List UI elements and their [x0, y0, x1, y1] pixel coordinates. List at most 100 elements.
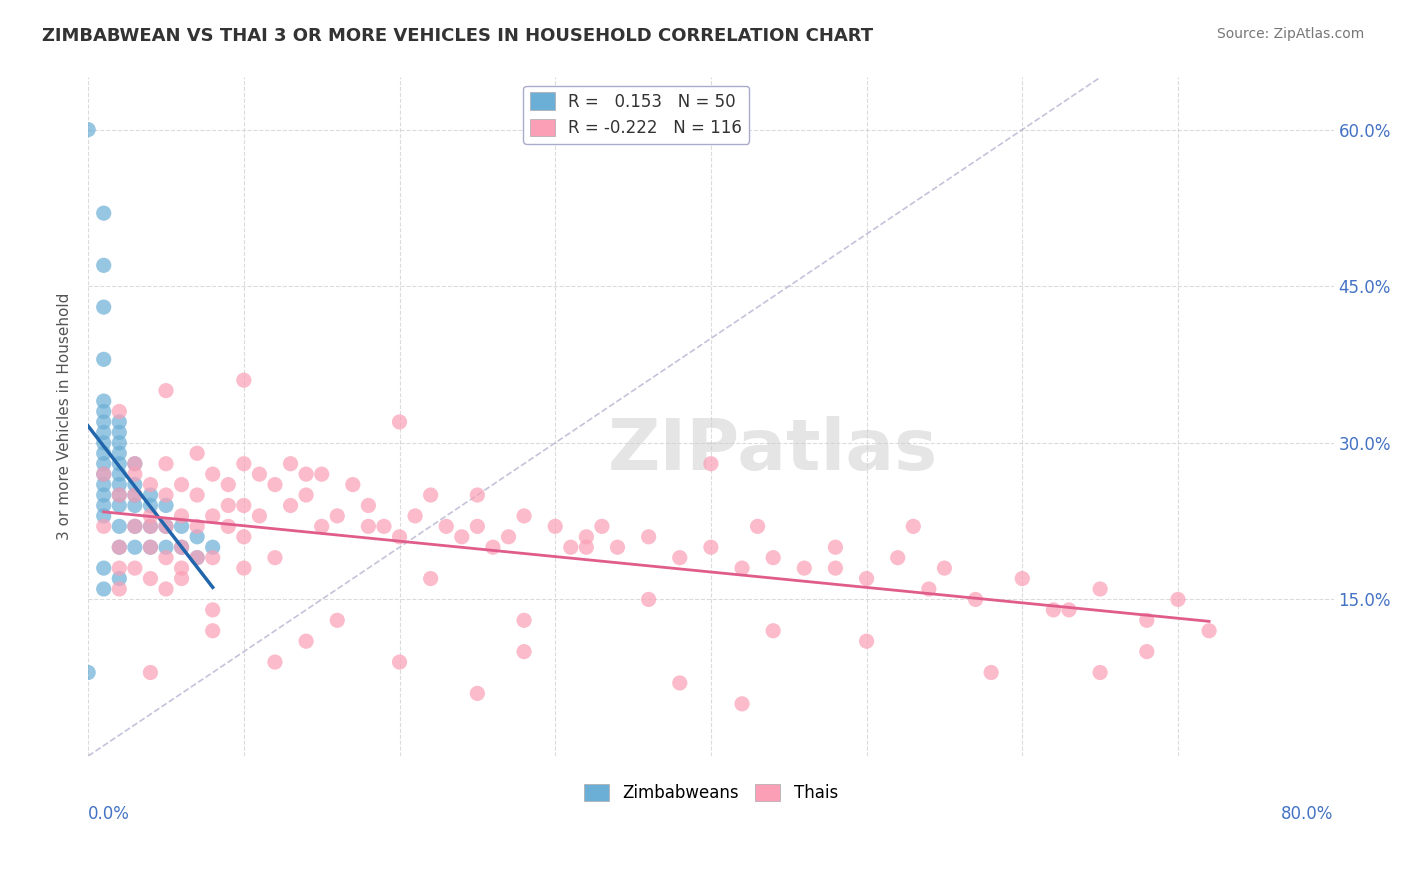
Point	[1088, 582, 1111, 596]
Point	[186, 530, 208, 544]
Point	[155, 550, 177, 565]
Point	[93, 499, 115, 513]
Point	[93, 457, 115, 471]
Point	[311, 467, 333, 482]
Point	[124, 519, 146, 533]
Point	[170, 540, 193, 554]
Point	[762, 624, 785, 638]
Point	[232, 457, 254, 471]
Text: 0.0%: 0.0%	[89, 805, 129, 823]
Point	[980, 665, 1002, 680]
Point	[232, 373, 254, 387]
Point	[232, 561, 254, 575]
Point	[264, 655, 287, 669]
Point	[93, 404, 115, 418]
Point	[513, 613, 536, 627]
Point	[824, 561, 846, 575]
Point	[124, 457, 146, 471]
Point	[77, 665, 100, 680]
Point	[280, 499, 302, 513]
Point	[934, 561, 956, 575]
Point	[918, 582, 941, 596]
Point	[93, 206, 115, 220]
Point	[606, 540, 628, 554]
Point	[373, 519, 395, 533]
Point	[201, 550, 224, 565]
Point	[326, 613, 349, 627]
Point	[139, 499, 162, 513]
Point	[731, 697, 754, 711]
Point	[139, 519, 162, 533]
Point	[560, 540, 582, 554]
Point	[280, 457, 302, 471]
Point	[124, 477, 146, 491]
Point	[965, 592, 987, 607]
Point	[326, 508, 349, 523]
Point	[108, 477, 131, 491]
Point	[108, 425, 131, 440]
Point	[1088, 665, 1111, 680]
Point	[793, 561, 815, 575]
Point	[93, 488, 115, 502]
Point	[295, 488, 318, 502]
Point	[186, 550, 208, 565]
Point	[419, 488, 441, 502]
Point	[295, 467, 318, 482]
Point	[434, 519, 457, 533]
Point	[1042, 603, 1064, 617]
Text: Source: ZipAtlas.com: Source: ZipAtlas.com	[1216, 27, 1364, 41]
Point	[201, 467, 224, 482]
Point	[139, 508, 162, 523]
Point	[155, 582, 177, 596]
Point	[747, 519, 769, 533]
Point	[93, 394, 115, 409]
Point	[155, 519, 177, 533]
Point	[108, 540, 131, 554]
Point	[467, 488, 489, 502]
Point	[108, 561, 131, 575]
Point	[1011, 572, 1033, 586]
Point	[1136, 645, 1159, 659]
Point	[575, 530, 598, 544]
Point	[108, 582, 131, 596]
Point	[264, 550, 287, 565]
Point	[513, 645, 536, 659]
Point	[170, 519, 193, 533]
Point	[295, 634, 318, 648]
Point	[1057, 603, 1080, 617]
Point	[108, 488, 131, 502]
Point	[155, 519, 177, 533]
Text: 80.0%: 80.0%	[1281, 805, 1334, 823]
Point	[170, 477, 193, 491]
Point	[404, 508, 426, 523]
Point	[124, 499, 146, 513]
Point	[264, 477, 287, 491]
Point	[124, 488, 146, 502]
Point	[513, 508, 536, 523]
Point	[467, 519, 489, 533]
Point	[155, 384, 177, 398]
Point	[388, 415, 411, 429]
Point	[155, 457, 177, 471]
Point	[124, 457, 146, 471]
Point	[700, 540, 723, 554]
Point	[824, 540, 846, 554]
Point	[886, 550, 908, 565]
Point	[139, 572, 162, 586]
Text: ZIPatlas: ZIPatlas	[609, 417, 938, 485]
Point	[498, 530, 520, 544]
Point	[139, 519, 162, 533]
Point	[139, 665, 162, 680]
Point	[1136, 613, 1159, 627]
Point	[108, 499, 131, 513]
Point	[668, 676, 690, 690]
Point	[108, 540, 131, 554]
Point	[186, 446, 208, 460]
Point	[357, 519, 380, 533]
Point	[357, 499, 380, 513]
Point	[93, 582, 115, 596]
Point	[170, 572, 193, 586]
Point	[591, 519, 613, 533]
Point	[93, 446, 115, 460]
Point	[139, 488, 162, 502]
